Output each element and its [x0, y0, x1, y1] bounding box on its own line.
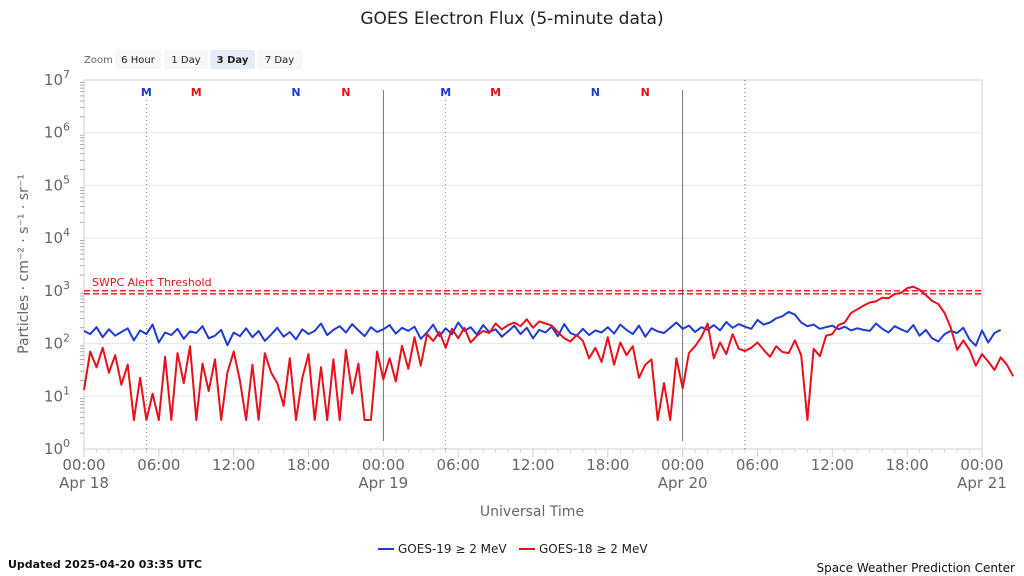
zoom-controls: Zoom 6 Hour 1 Day 3 Day 7 Day [84, 50, 302, 69]
alert-threshold: SWPC Alert Threshold [84, 276, 982, 295]
x-tick-label: 18:00 [586, 456, 629, 474]
x-tick-label: 12:00 [811, 456, 854, 474]
zoom-button-label: 7 Day [265, 55, 294, 66]
zoom-button-1-day[interactable]: 1 Day [164, 50, 208, 69]
zoom-button-label: 3 Day [217, 55, 249, 66]
x-tick-date-label: Apr 20 [658, 474, 708, 492]
x-tick-date-label: Apr 21 [957, 474, 1007, 492]
x-tick-label: 18:00 [886, 456, 929, 474]
zoom-button-label: 1 Day [171, 55, 200, 66]
x-tick-label: 18:00 [287, 456, 330, 474]
x-tick-label: 12:00 [511, 456, 554, 474]
x-axis-label: Universal Time [480, 504, 584, 520]
updated-timestamp: Updated 2025-04-20 03:35 UTC [8, 558, 202, 571]
x-tick-label: 00:00 [62, 456, 105, 474]
y-tick-label: 100 [44, 437, 70, 458]
y-tick-label: 104 [44, 226, 70, 247]
marker-m: M [490, 86, 501, 99]
marker-n: N [591, 86, 600, 99]
zoom-button-label: 6 Hour [121, 55, 156, 66]
x-tick-label: 12:00 [212, 456, 255, 474]
legend-label: GOES-19 ≥ 2 MeV [398, 542, 507, 556]
marker-n: N [341, 86, 350, 99]
x-tick-label: 06:00 [137, 456, 180, 474]
zoom-button-bg [115, 50, 161, 69]
y-tick-label: 102 [44, 332, 70, 353]
legend: GOES-19 ≥ 2 MeV GOES-18 ≥ 2 MeV [378, 542, 648, 556]
zoom-button-bg [164, 50, 208, 69]
y-tick-label: 105 [44, 173, 70, 194]
x-tick-label: 00:00 [960, 456, 1003, 474]
y-tick-label: 103 [44, 279, 70, 300]
chart-title: GOES Electron Flux (5-minute data) [360, 9, 663, 29]
marker-m: M [191, 86, 202, 99]
series [83, 285, 1015, 421]
y-axis-label: Particles · cm⁻² · s⁻¹ · sr⁻¹ [16, 174, 32, 354]
x-tick-label: 06:00 [736, 456, 779, 474]
series-goes18-line [83, 285, 1015, 421]
marker-m: M [440, 86, 451, 99]
zoom-button-6-hour[interactable]: 6 Hour [115, 50, 161, 69]
series-goes19-line [83, 310, 1002, 347]
marker-n: N [641, 86, 650, 99]
x-tick-label: 06:00 [437, 456, 480, 474]
legend-label: GOES-18 ≥ 2 MeV [539, 542, 648, 556]
legend-item[interactable]: GOES-19 ≥ 2 MeV [378, 542, 507, 556]
x-tick-label: 00:00 [362, 456, 405, 474]
legend-item[interactable]: GOES-18 ≥ 2 MeV [519, 542, 648, 556]
x-tick-date-label: Apr 18 [59, 474, 109, 492]
zoom-label: Zoom [84, 55, 113, 66]
marker-m: M [141, 86, 152, 99]
marker-n: N [291, 86, 300, 99]
y-tick-label: 106 [44, 121, 70, 142]
zoom-button-bg [257, 50, 302, 69]
x-tick-date-label: Apr 19 [358, 474, 408, 492]
y-tick-label: 101 [44, 384, 70, 405]
x-tick-label: 00:00 [661, 456, 704, 474]
zoom-button-7-day[interactable]: 7 Day [257, 50, 302, 69]
zoom-button-3-day[interactable]: 3 Day [210, 50, 255, 69]
threshold-label: SWPC Alert Threshold [92, 276, 212, 289]
y-tick-label: 107 [44, 68, 70, 89]
swpc-credit: Space Weather Prediction Center [816, 561, 1015, 575]
zoom-button-bg [210, 50, 255, 69]
